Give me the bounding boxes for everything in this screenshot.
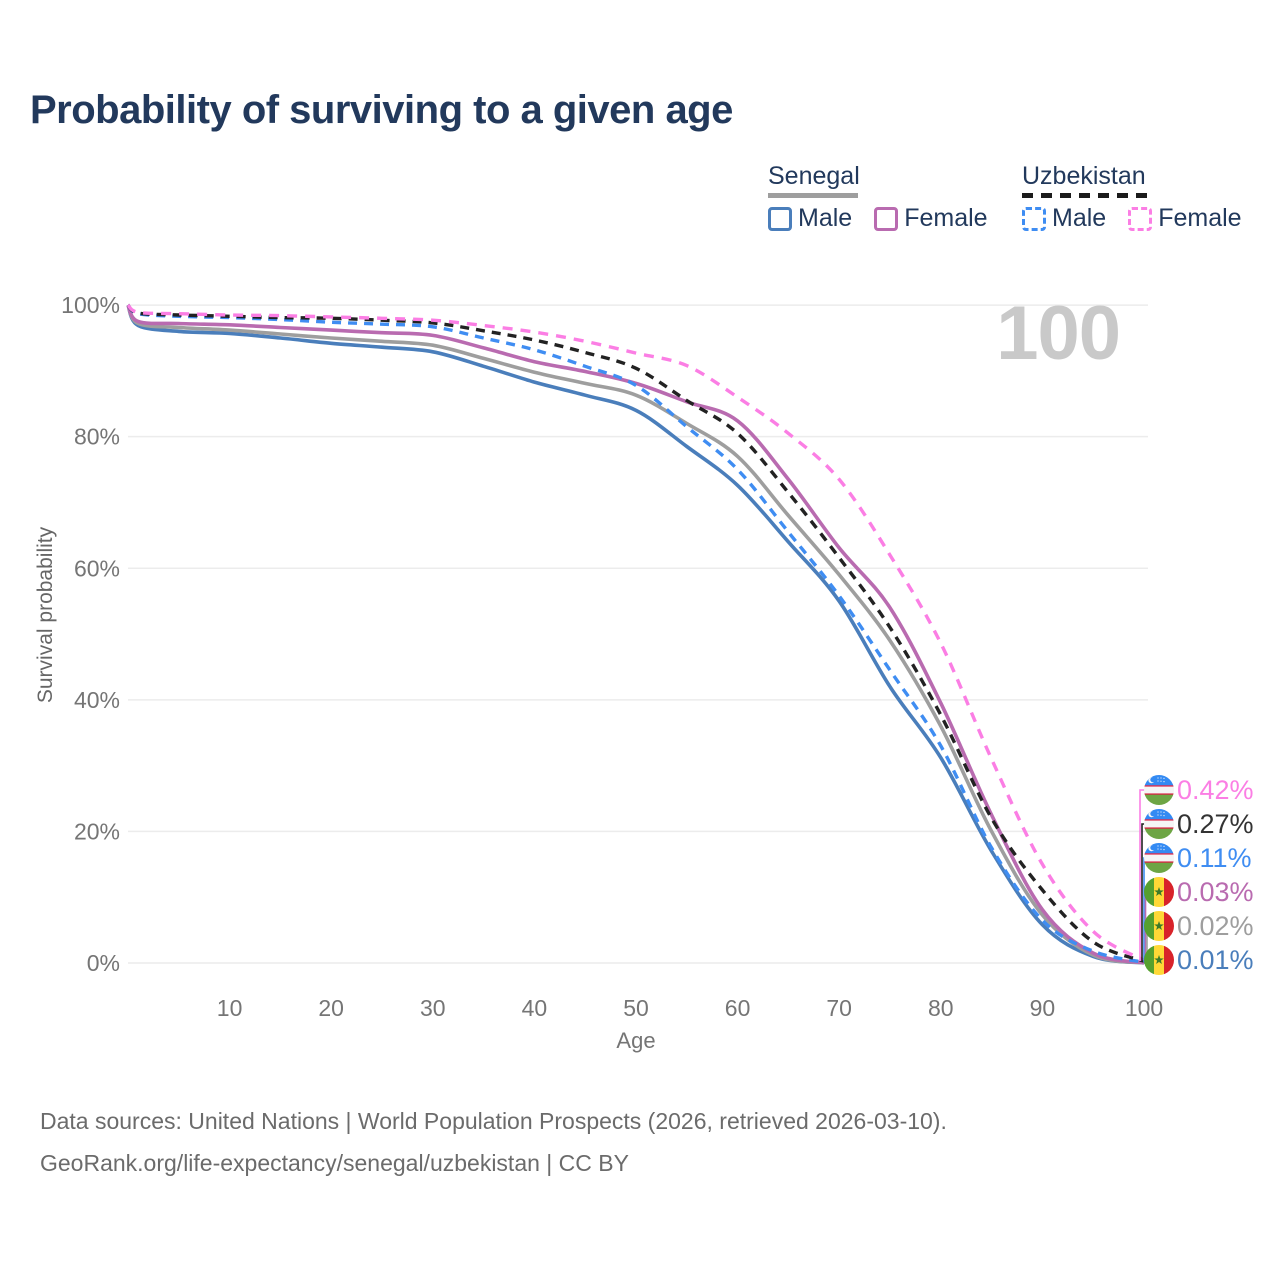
end-value: 0.03% — [1177, 876, 1254, 907]
legend-senegal-female-checkbox[interactable] — [874, 206, 899, 231]
x-tick-label: 90 — [1030, 995, 1056, 1021]
legend-senegal-linestyle-swatch — [768, 193, 858, 198]
x-tick-label: 100 — [1125, 995, 1163, 1021]
legend-uzbekistan-male-label: Male — [1052, 204, 1107, 232]
x-tick-label: 40 — [522, 995, 548, 1021]
end-value: 0.27% — [1177, 808, 1254, 839]
y-tick-label: 0% — [87, 950, 120, 976]
uzbekistan-flag-icon — [1144, 809, 1174, 839]
end-label-senegal-all: 0.02% — [1144, 910, 1254, 942]
legend-uzbekistan-linestyle-swatch — [1022, 193, 1149, 198]
uzbekistan-flag-icon — [1144, 775, 1174, 805]
legend-uzbekistan-female-label: Female — [1158, 204, 1242, 232]
series-line-senegal-female — [126, 304, 1145, 965]
series-line-senegal-male — [126, 304, 1145, 965]
end-label-senegal-male: 0.01% — [1144, 944, 1254, 976]
x-tick-label: 50 — [623, 995, 649, 1021]
y-tick-label: 20% — [74, 818, 120, 844]
legend-senegal-female-label: Female — [904, 204, 988, 232]
y-tick-label: 40% — [74, 687, 120, 713]
attribution-line: GeoRank.org/life-expectancy/senegal/uzbe… — [40, 1150, 629, 1176]
end-label-uzbekistan-female: 0.42% — [1144, 774, 1254, 806]
y-tick-label: 60% — [74, 555, 120, 581]
end-value: 0.02% — [1177, 910, 1254, 941]
senegal-flag-icon — [1144, 877, 1174, 907]
y-axis-title: Survival probability — [34, 526, 57, 704]
x-axis-title: Age — [616, 1028, 656, 1053]
end-value: 0.11% — [1177, 842, 1252, 873]
y-tick-label: 100% — [61, 292, 120, 318]
x-tick-label: 70 — [826, 995, 852, 1021]
series-line-senegal-all — [126, 304, 1145, 965]
series-line-uzbekistan-all — [126, 303, 1145, 963]
legend-group-senegal-title: Senegal — [768, 162, 860, 190]
end-value: 0.42% — [1177, 774, 1254, 805]
page-title: Probability of surviving to a given age — [30, 88, 733, 132]
x-tick-label: 10 — [217, 995, 243, 1021]
legend-uzbekistan-male-checkbox[interactable] — [1022, 206, 1046, 231]
series-line-uzbekistan-female — [126, 303, 1145, 962]
end-value: 0.01% — [1177, 944, 1254, 975]
x-tick-label: 20 — [318, 995, 344, 1021]
senegal-flag-icon — [1144, 911, 1174, 941]
data-sources-line: Data sources: United Nations | World Pop… — [40, 1108, 947, 1134]
end-label-senegal-female: 0.03% — [1144, 876, 1254, 908]
x-tick-label: 80 — [928, 995, 954, 1021]
uzbekistan-flag-icon — [1144, 843, 1174, 873]
y-tick-label: 80% — [74, 424, 120, 450]
x-tick-label: 60 — [725, 995, 751, 1021]
legend-senegal-male-checkbox[interactable] — [768, 206, 792, 231]
age-counter-watermark: 100 — [996, 291, 1121, 376]
senegal-flag-icon — [1144, 945, 1174, 975]
series-line-uzbekistan-male — [126, 303, 1145, 964]
end-label-uzbekistan-all: 0.27% — [1144, 808, 1254, 840]
legend-group-uzbekistan-title: Uzbekistan — [1022, 162, 1146, 190]
end-label-uzbekistan-male: 0.11% — [1144, 842, 1252, 874]
legend-uzbekistan-female-checkbox[interactable] — [1128, 206, 1153, 231]
x-tick-label: 30 — [420, 995, 446, 1021]
legend-senegal-male-label: Male — [798, 204, 853, 232]
